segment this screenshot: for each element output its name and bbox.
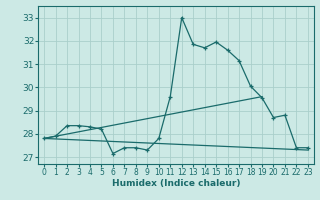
X-axis label: Humidex (Indice chaleur): Humidex (Indice chaleur) (112, 179, 240, 188)
